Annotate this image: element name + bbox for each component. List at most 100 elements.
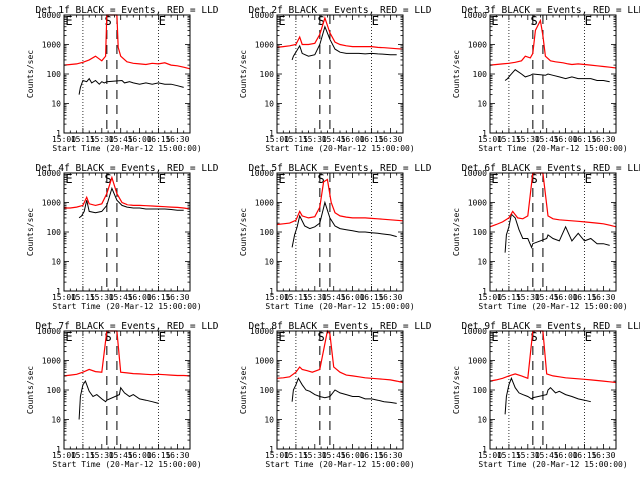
x-axis-label: Start Time (20-Mar-12 15:00:00): [478, 302, 627, 311]
panel-title: Det 4f BLACK = Events, RED = LLD: [35, 163, 218, 174]
y-tick-label: 100: [260, 228, 275, 237]
events-series-line: [78, 77, 184, 95]
x-tick-label: 15:00: [478, 451, 502, 460]
y-tick-label: 10000: [250, 327, 274, 336]
y-axis-label: Counts/sec: [239, 50, 248, 98]
x-tick-label: 15:30: [90, 135, 114, 144]
y-tick-label: 100: [47, 70, 62, 79]
y-tick-label: 10000: [250, 11, 274, 20]
y-tick-label: 1: [269, 445, 274, 454]
x-tick-label: 16:15: [146, 451, 170, 460]
x-axis-label: Start Time (20-Mar-12 15:00:00): [478, 460, 627, 469]
x-tick-label: 15:30: [90, 293, 114, 302]
marker-label: S: [104, 330, 111, 344]
events-series-line: [504, 376, 591, 415]
x-tick-label: 16:30: [591, 451, 615, 460]
x-tick-label: 15:00: [478, 135, 502, 144]
x-tick-label: 15:00: [265, 293, 289, 302]
x-tick-label: 15:15: [284, 135, 308, 144]
x-tick-label: 15:15: [497, 135, 521, 144]
x-tick-label: 15:45: [535, 451, 559, 460]
x-tick-label: 16:15: [146, 135, 170, 144]
x-axis-label: Start Time (20-Mar-12 15:00:00): [265, 460, 414, 469]
x-tick-label: 15:45: [535, 135, 559, 144]
lld-series-line: [489, 18, 617, 69]
plot-frame: [63, 172, 191, 292]
marker-label: E: [278, 172, 285, 186]
panel-title: Det 9f BLACK = Events, RED = LLD: [461, 321, 640, 332]
y-tick-label: 10000: [463, 11, 487, 20]
events-series-line: [504, 213, 610, 253]
y-tick-label: 100: [260, 386, 275, 395]
y-tick-label: 100: [260, 70, 275, 79]
marker-label: E: [65, 330, 72, 344]
x-tick-label: 15:45: [322, 293, 346, 302]
y-axis-label: Counts/sec: [452, 366, 461, 414]
x-tick-label: 15:15: [284, 451, 308, 460]
x-axis-label: Start Time (20-Mar-12 15:00:00): [52, 460, 201, 469]
y-tick-label: 1000: [42, 41, 61, 50]
lld-series-line: [489, 330, 617, 384]
marker-label: E: [65, 14, 72, 28]
lld-series-line: [63, 14, 191, 70]
x-axis-label: Start Time (20-Mar-12 15:00:00): [265, 144, 414, 153]
marker-label: E: [585, 172, 592, 186]
marker-label: E: [372, 172, 379, 186]
panel-title: Det 5f BLACK = Events, RED = LLD: [248, 163, 431, 174]
marker-label: E: [159, 172, 166, 186]
marker-label: E: [491, 330, 498, 344]
marker-label: E: [159, 14, 166, 28]
panel-title: Det 1f BLACK = Events, RED = LLD: [35, 5, 218, 16]
x-tick-label: 16:30: [378, 135, 402, 144]
events-series-line: [504, 69, 610, 83]
x-tick-label: 15:30: [303, 451, 327, 460]
marker-label: S: [104, 14, 111, 28]
x-tick-label: 15:30: [516, 135, 540, 144]
marker-label: E: [372, 330, 379, 344]
y-tick-label: 10: [264, 416, 274, 425]
x-tick-label: 15:15: [284, 293, 308, 302]
marker-label: S: [530, 172, 537, 186]
x-tick-label: 15:45: [322, 451, 346, 460]
y-tick-label: 10000: [37, 11, 61, 20]
y-axis-label: Counts/sec: [452, 208, 461, 256]
y-tick-label: 1000: [255, 41, 274, 50]
events-series-line: [291, 377, 397, 404]
marker-label: S: [530, 14, 537, 28]
plot-frame: [63, 14, 191, 134]
y-tick-label: 10: [477, 258, 487, 267]
plot-frame: [276, 14, 404, 134]
y-tick-label: 10000: [250, 169, 274, 178]
panel-title: Det 8f BLACK = Events, RED = LLD: [248, 321, 431, 332]
x-tick-label: 15:15: [71, 451, 95, 460]
x-axis-label: Start Time (20-Mar-12 15:00:00): [478, 144, 627, 153]
x-tick-label: 15:30: [303, 135, 327, 144]
x-tick-label: 16:30: [165, 451, 189, 460]
y-tick-label: 10: [264, 258, 274, 267]
marker-label: E: [372, 14, 379, 28]
x-tick-label: 16:15: [572, 135, 596, 144]
x-tick-label: 16:30: [591, 135, 615, 144]
panel-title: Det 3f BLACK = Events, RED = LLD: [461, 5, 640, 16]
x-tick-label: 16:00: [128, 135, 152, 144]
marker-label: S: [530, 330, 537, 344]
lld-series-line: [63, 330, 191, 377]
x-tick-label: 15:30: [303, 293, 327, 302]
marker-label: E: [159, 330, 166, 344]
y-tick-label: 1: [56, 287, 61, 296]
marker-label: S: [317, 14, 324, 28]
x-tick-label: 16:00: [554, 451, 578, 460]
marker-label: E: [278, 14, 285, 28]
y-tick-label: 10: [51, 258, 61, 267]
marker-label: E: [278, 330, 285, 344]
x-tick-label: 16:00: [128, 293, 152, 302]
y-tick-label: 10: [51, 416, 61, 425]
x-tick-label: 16:30: [591, 293, 615, 302]
events-series-line: [78, 380, 159, 420]
